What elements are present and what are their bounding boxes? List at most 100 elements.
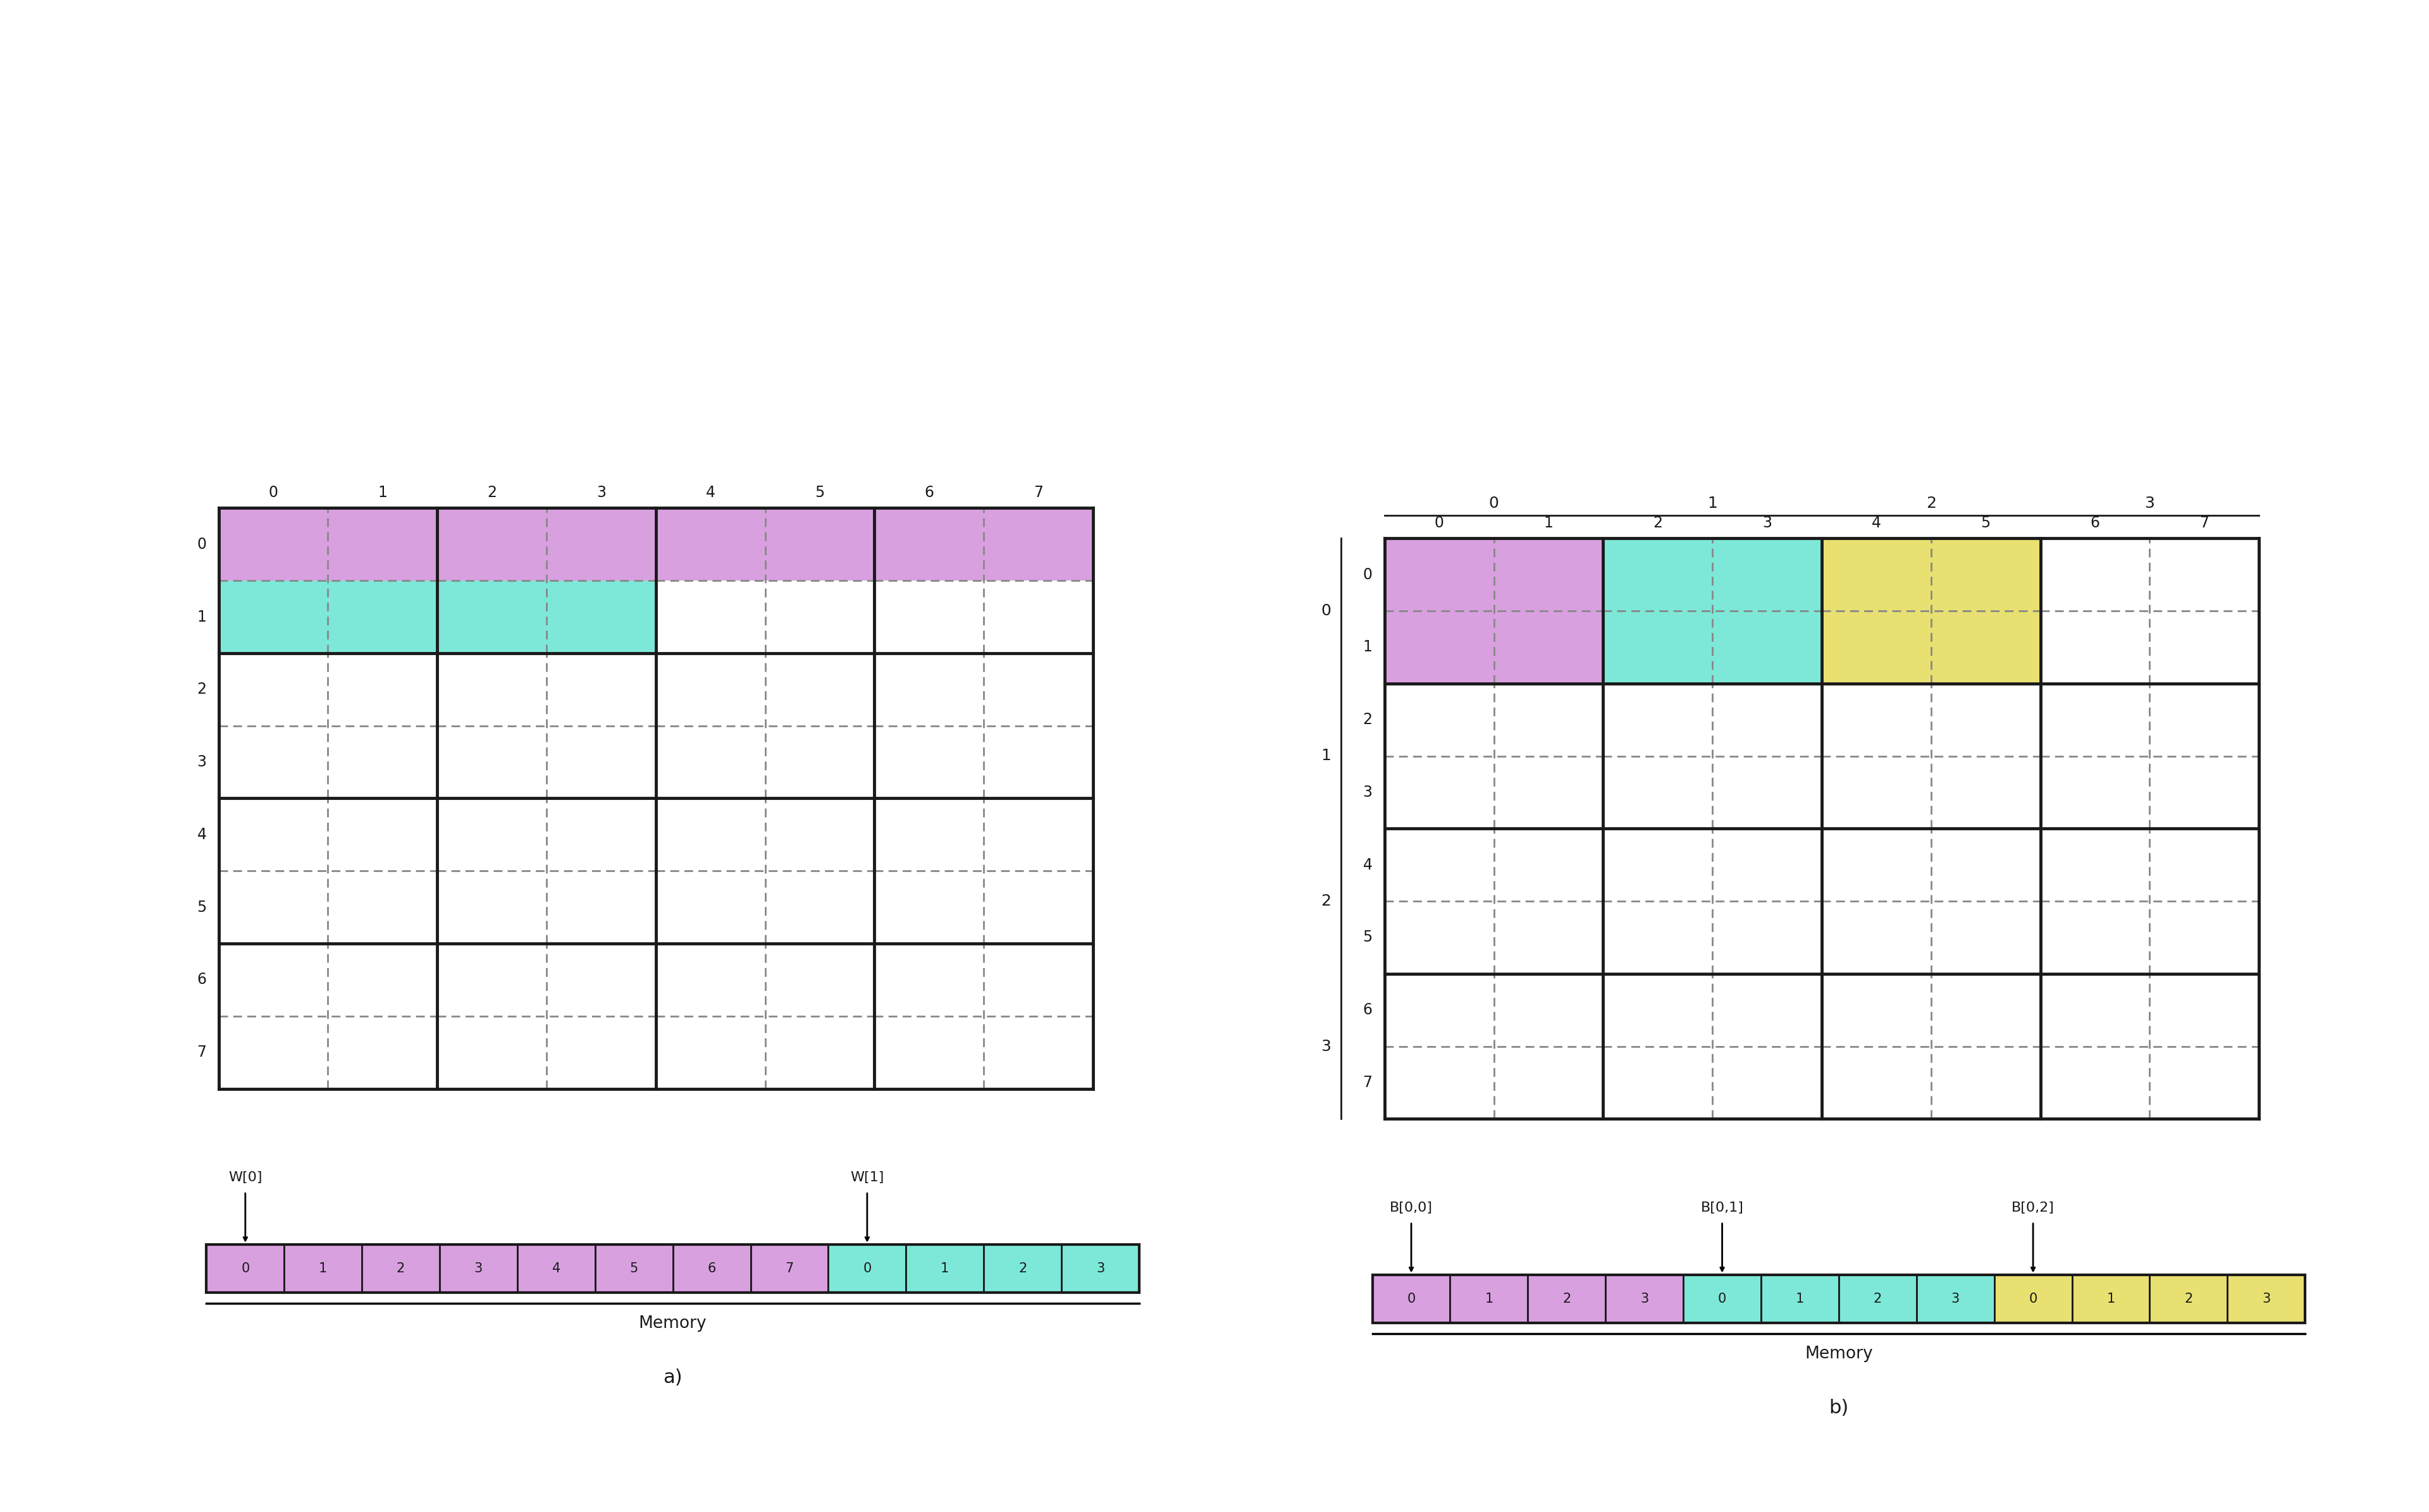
Bar <box>2040 683 2150 756</box>
Bar <box>328 581 437 653</box>
Text: 0: 0 <box>1406 1293 1416 1305</box>
Text: 2: 2 <box>1654 516 1661 531</box>
Bar <box>437 726 547 798</box>
Bar <box>328 653 437 726</box>
Bar <box>437 1016 547 1089</box>
Bar <box>437 653 547 726</box>
Bar <box>828 1244 906 1293</box>
Text: 3: 3 <box>1363 785 1372 800</box>
Text: 0: 0 <box>270 485 277 500</box>
Bar <box>1822 1046 1931 1119</box>
Bar <box>1931 538 2040 611</box>
Bar <box>1494 683 1603 756</box>
Text: 3: 3 <box>2261 1293 2271 1305</box>
Bar <box>328 508 437 581</box>
Bar <box>1385 683 1494 756</box>
Text: 5: 5 <box>1363 930 1372 945</box>
Bar <box>1931 756 2040 829</box>
Text: B[0,0]: B[0,0] <box>1389 1202 1433 1214</box>
Bar <box>1822 683 1931 756</box>
Bar <box>1712 683 1822 756</box>
Bar <box>656 871 765 943</box>
Bar <box>656 508 765 581</box>
Text: 7: 7 <box>197 1045 206 1060</box>
Text: 6: 6 <box>197 972 206 987</box>
Text: 4: 4 <box>197 827 206 842</box>
Bar <box>437 581 547 653</box>
Text: W[1]: W[1] <box>850 1172 884 1184</box>
Bar <box>656 581 765 653</box>
Bar <box>984 943 1093 1016</box>
Bar <box>2072 1275 2150 1323</box>
Bar <box>874 798 984 871</box>
Bar <box>1916 1275 1994 1323</box>
Bar <box>765 798 874 871</box>
Bar <box>1603 683 1712 756</box>
Text: b): b) <box>1829 1399 1848 1417</box>
Bar <box>984 726 1093 798</box>
Bar <box>1494 756 1603 829</box>
Bar <box>1603 1046 1712 1119</box>
Bar <box>984 871 1093 943</box>
Bar <box>547 1016 656 1089</box>
Bar <box>206 1244 284 1293</box>
Bar <box>1683 1275 1761 1323</box>
Bar <box>765 871 874 943</box>
Bar <box>437 798 547 871</box>
Text: 1: 1 <box>1545 516 1552 531</box>
Bar <box>328 1016 437 1089</box>
Text: 2: 2 <box>1926 496 1936 511</box>
Bar <box>1822 901 1931 974</box>
Text: 0: 0 <box>240 1263 250 1275</box>
Bar <box>547 726 656 798</box>
Bar <box>440 1244 517 1293</box>
Bar <box>984 653 1093 726</box>
Bar <box>1603 901 1712 974</box>
Text: 3: 3 <box>1950 1293 1960 1305</box>
Text: 3: 3 <box>197 754 206 770</box>
Text: 1: 1 <box>940 1263 950 1275</box>
Bar <box>874 653 984 726</box>
Bar <box>984 798 1093 871</box>
Bar <box>1603 611 1712 683</box>
Bar <box>219 653 328 726</box>
Bar <box>437 871 547 943</box>
Bar <box>219 581 328 653</box>
Bar <box>1822 829 1931 901</box>
Text: 0: 0 <box>862 1263 872 1275</box>
Bar <box>656 726 765 798</box>
Bar <box>765 1016 874 1089</box>
Bar <box>1931 901 2040 974</box>
Bar <box>673 1244 751 1293</box>
Bar <box>547 508 656 581</box>
Bar <box>1603 974 1712 1046</box>
Bar <box>1822 611 1931 683</box>
Bar <box>2150 1275 2227 1323</box>
Text: 1: 1 <box>318 1263 328 1275</box>
Text: 1: 1 <box>197 609 206 624</box>
Text: 3: 3 <box>1321 1039 1331 1054</box>
Bar <box>874 1016 984 1089</box>
Bar <box>2150 538 2259 611</box>
Text: B[0,1]: B[0,1] <box>1700 1202 1744 1214</box>
Bar <box>1385 611 1494 683</box>
Bar <box>2150 756 2259 829</box>
Text: 1: 1 <box>1363 640 1372 655</box>
Text: 5: 5 <box>629 1263 639 1275</box>
Text: 0: 0 <box>2028 1293 2038 1305</box>
Bar <box>765 581 874 653</box>
Text: 2: 2 <box>1873 1293 1882 1305</box>
Text: 2: 2 <box>2184 1293 2193 1305</box>
Text: Memory: Memory <box>1805 1346 1873 1362</box>
Bar <box>1606 1275 1683 1323</box>
Text: 2: 2 <box>197 682 206 697</box>
Text: 4: 4 <box>1363 857 1372 872</box>
Text: 1: 1 <box>1321 748 1331 764</box>
Bar <box>517 1244 595 1293</box>
Bar <box>219 871 328 943</box>
Text: 1: 1 <box>379 485 386 500</box>
Text: 2: 2 <box>1321 894 1331 909</box>
Bar <box>547 871 656 943</box>
Text: 0: 0 <box>1717 1293 1727 1305</box>
Bar <box>1822 974 1931 1046</box>
